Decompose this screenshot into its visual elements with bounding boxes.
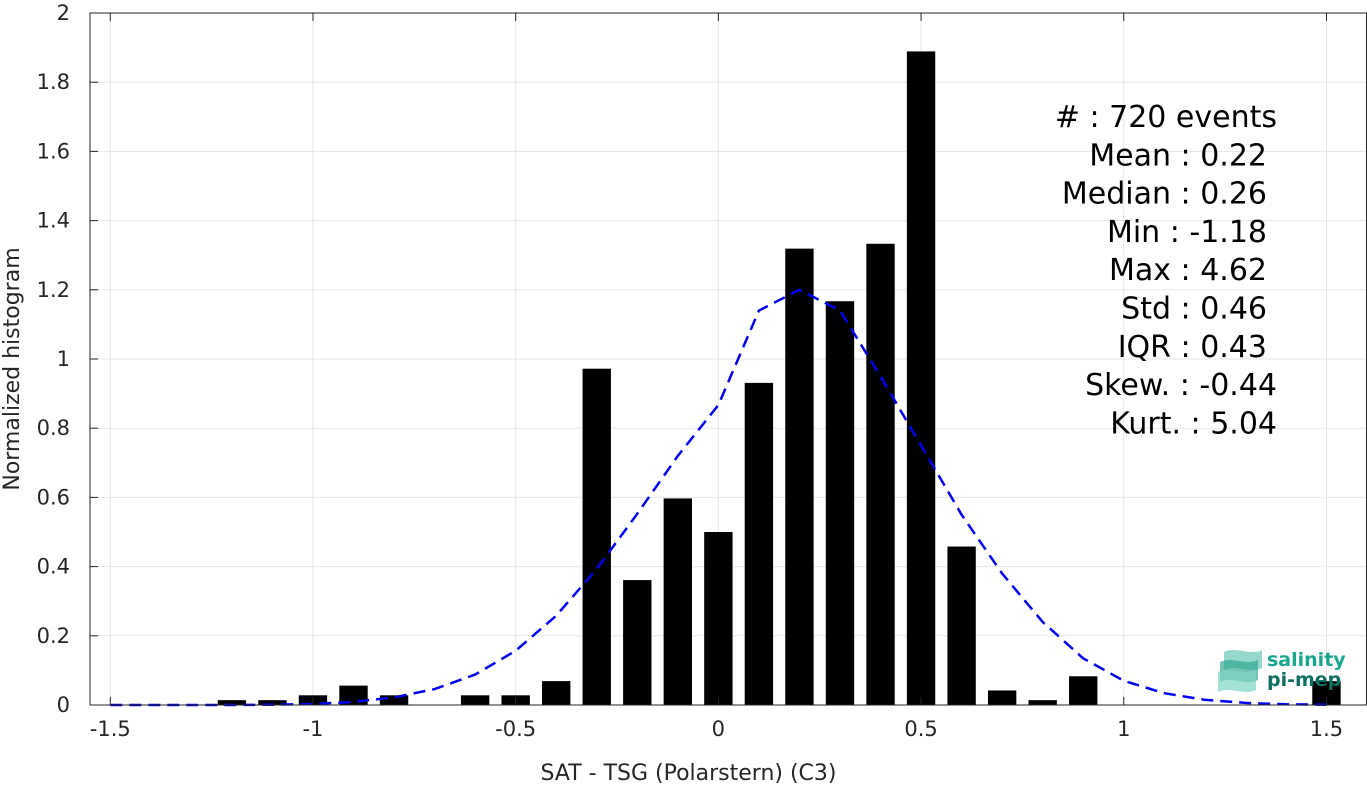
y-axis-title: Normalized histogram [0,247,25,490]
histogram-bar [785,248,814,705]
y-tick-label: 0.2 [37,624,70,648]
y-tick-label: 1.4 [37,209,70,233]
x-tick-label: 1.5 [1310,717,1343,741]
y-tick-label: 1.8 [37,70,70,94]
x-tick-label: 0.5 [904,717,937,741]
y-tick-label: 1.6 [37,139,70,163]
histogram-bar [744,382,774,705]
stats-line: Skew. : -0.44 [1085,368,1277,403]
axis-ticks [90,12,1327,706]
x-tick-label: -0.5 [495,717,536,741]
histogram-bar [460,695,490,705]
histogram-bar [623,580,652,705]
histogram-bar [582,368,611,705]
logo-line-1: salinity [1267,649,1346,671]
y-tick-label: 0.8 [37,416,70,440]
x-tick-label: -1 [302,717,323,741]
histogram-bar [217,700,247,705]
stats-line: IQR : 0.43 [1118,330,1267,365]
x-tick-label: 1 [1117,717,1130,741]
stats-line: Kurt. : 5.04 [1110,406,1277,441]
histogram-bar [258,700,287,705]
stats-line: Mean : 0.22 [1089,138,1267,173]
histogram-bar [704,532,733,705]
y-tick-label: 2 [57,1,70,25]
y-tick-label: 1.2 [37,278,70,302]
salinity-pi-mep-logo: salinity pi-mep [1218,649,1346,692]
histogram-bar [1312,681,1341,705]
stats-line: Max : 4.62 [1109,253,1267,288]
stats-line: # : 720 events [1055,100,1277,135]
histogram-bar [663,498,693,705]
x-tick-label: -1.5 [90,717,131,741]
logo-waves-icon [1218,650,1262,692]
y-tick-label: 0.6 [37,485,70,509]
histogram-bar [1028,700,1057,705]
histogram-bar [379,695,409,705]
stats-line: Std : 0.46 [1121,292,1267,327]
stats-line: Min : -1.18 [1107,215,1267,250]
x-tick-labels: -1.5 -1 -0.5 0 0.5 1 1.5 [90,717,1343,741]
histogram-bar [866,243,895,706]
y-tick-label: 0.4 [37,555,70,579]
histogram-bar [906,51,936,705]
y-tick-labels: 0 0.2 0.4 0.6 0.8 1 1.2 1.4 1.6 1.8 2 [37,1,70,717]
stats-line: Median : 0.26 [1062,177,1267,212]
x-tick-label: 0 [712,717,725,741]
histogram-bar [947,546,976,705]
histogram-bars [217,51,1341,706]
logo-line-2: pi-mep [1267,669,1341,691]
histogram-bar [1069,676,1098,705]
histogram-bar [825,301,855,705]
y-tick-label: 1 [57,347,70,371]
histogram-bar [987,690,1017,705]
y-tick-label: 0 [57,693,70,717]
histogram-bar [542,681,571,705]
x-axis-title: SAT - TSG (Polarstern) (C3) [540,761,836,785]
